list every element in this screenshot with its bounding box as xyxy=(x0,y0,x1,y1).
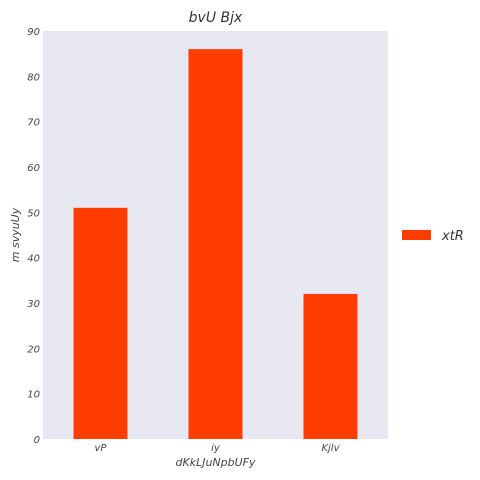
chart-title: bvU Bjx xyxy=(189,10,243,26)
bar-iy xyxy=(188,49,243,440)
y-tick-label: 20 xyxy=(27,344,40,355)
bars-group xyxy=(73,49,358,440)
x-axis-ticks: vP iy Kjlv xyxy=(95,443,341,454)
legend: xtR xyxy=(402,229,464,244)
y-axis-ticks: 0 10 20 30 40 50 60 70 80 90 xyxy=(27,27,40,446)
y-tick-label: 70 xyxy=(27,118,40,129)
legend-label: xtR xyxy=(441,229,464,244)
y-tick-label: 80 xyxy=(27,72,40,83)
y-tick-label: 10 xyxy=(27,390,40,401)
y-tick-label: 50 xyxy=(27,208,40,219)
x-tick-label: Kjlv xyxy=(321,443,340,454)
y-tick-label: 60 xyxy=(27,163,40,174)
y-axis-label: m svyuUy xyxy=(9,207,22,262)
bar-Kjlv xyxy=(303,293,358,439)
y-tick-label: 30 xyxy=(27,299,40,310)
x-tick-label: iy xyxy=(211,443,221,454)
x-axis-label: dKkLJuNpbUFy xyxy=(176,456,256,469)
bar-vP xyxy=(73,207,128,439)
y-tick-label: 0 xyxy=(34,435,40,446)
y-tick-label: 40 xyxy=(27,254,40,265)
x-tick-label: vP xyxy=(95,443,108,454)
legend-swatch xyxy=(402,230,431,240)
y-tick-label: 90 xyxy=(27,27,40,38)
